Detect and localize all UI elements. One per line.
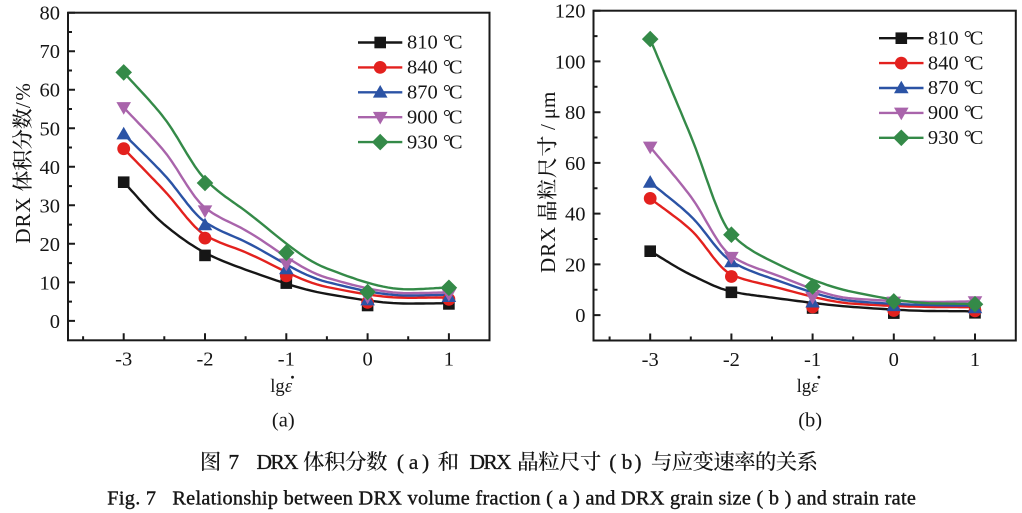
svg-text:60: 60 — [40, 80, 61, 102]
svg-text:1: 1 — [444, 348, 454, 370]
svg-text:40: 40 — [40, 157, 61, 179]
svg-text:-3: -3 — [115, 348, 132, 370]
svg-text:0: 0 — [575, 305, 585, 327]
svg-text:20: 20 — [565, 254, 586, 276]
svg-text:-3: -3 — [642, 349, 659, 371]
svg-text:lg: lg — [270, 376, 284, 397]
svg-text:930 °C: 930 °C — [407, 131, 463, 153]
svg-text:-2: -2 — [196, 348, 213, 370]
svg-text:840 °C: 840 °C — [407, 57, 463, 79]
svg-text:/: / — [536, 124, 560, 130]
svg-text:100: 100 — [555, 51, 586, 73]
svg-text:810 °C: 810 °C — [928, 27, 984, 49]
svg-text:0: 0 — [362, 348, 372, 370]
svg-text:80: 80 — [565, 102, 586, 124]
svg-text:DRX: DRX — [536, 226, 560, 273]
svg-text:80: 80 — [40, 3, 61, 25]
svg-text:30: 30 — [40, 195, 61, 217]
svg-text:DRX: DRX — [257, 450, 299, 474]
svg-text:a: a — [409, 450, 419, 474]
svg-text:-1: -1 — [804, 349, 821, 371]
svg-text:b: b — [622, 450, 633, 474]
svg-text:(a): (a) — [272, 410, 295, 432]
svg-text:40: 40 — [565, 204, 586, 226]
svg-text:ε: ε — [285, 376, 293, 397]
svg-text:20: 20 — [40, 234, 61, 256]
svg-text:(: ( — [397, 450, 404, 474]
svg-text:(b): (b) — [798, 409, 822, 431]
svg-text:0: 0 — [50, 311, 60, 333]
svg-text:7: 7 — [228, 450, 239, 474]
svg-text:900 °C: 900 °C — [928, 102, 984, 124]
svg-text:10: 10 — [40, 272, 61, 294]
svg-text:-2: -2 — [723, 349, 740, 371]
svg-text:DRX: DRX — [470, 450, 512, 474]
svg-text:ε: ε — [811, 376, 819, 397]
svg-text:70: 70 — [40, 41, 61, 63]
svg-text:0: 0 — [889, 349, 899, 371]
svg-text:): ) — [634, 450, 641, 474]
svg-text:%: % — [11, 83, 35, 101]
svg-text:-1: -1 — [278, 348, 295, 370]
svg-text:870 °C: 870 °C — [928, 77, 984, 99]
svg-text:(: ( — [609, 450, 616, 474]
svg-text:DRX: DRX — [11, 197, 35, 244]
svg-text:840 °C: 840 °C — [928, 52, 984, 74]
svg-text:/: / — [11, 102, 35, 108]
svg-text:870 °C: 870 °C — [407, 82, 463, 104]
svg-text:): ) — [422, 450, 429, 474]
svg-text:810 °C: 810 °C — [407, 32, 463, 54]
svg-text:120: 120 — [555, 1, 586, 23]
svg-text:lg: lg — [797, 376, 811, 397]
svg-text:900 °C: 900 °C — [407, 106, 463, 128]
svg-text:Fig. 7 Relationship between: Fig. 7 Relationship between DRX volume f… — [107, 488, 916, 510]
svg-text:μm: μm — [536, 92, 560, 120]
svg-text:930 °C: 930 °C — [928, 127, 984, 149]
svg-text:50: 50 — [40, 118, 61, 140]
svg-text:1: 1 — [970, 349, 980, 371]
svg-text:60: 60 — [565, 153, 586, 175]
